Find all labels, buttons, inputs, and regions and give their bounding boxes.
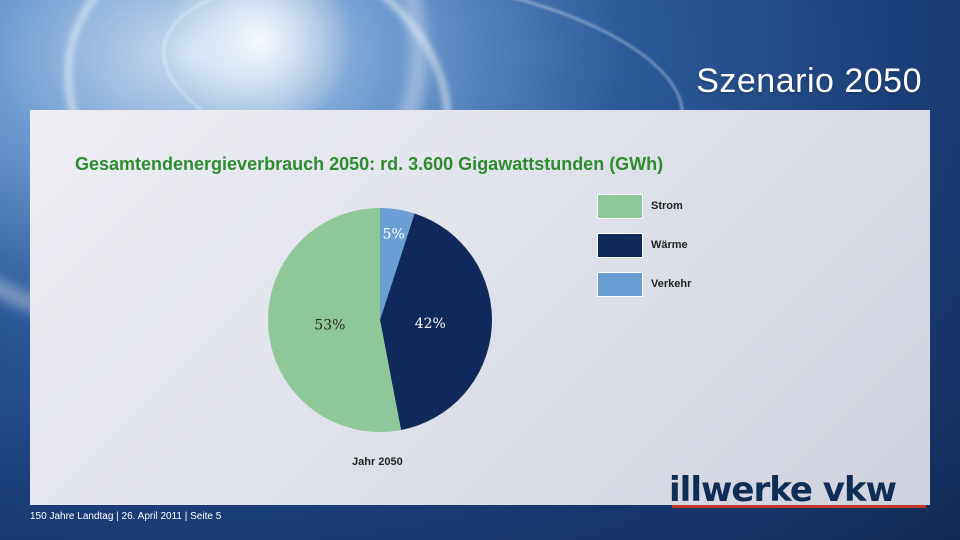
legend-label: Wärme: [651, 239, 688, 251]
pie-slice-strom: [268, 208, 401, 432]
pie-data-label: 5%: [383, 227, 405, 243]
pie-slice-verkehr: [380, 208, 415, 320]
logo-underline: [672, 505, 926, 508]
legend-item-strom: Strom: [597, 193, 691, 219]
legend-item-verkehr: Verkehr: [597, 271, 691, 297]
legend-item-waerme: Wärme: [597, 232, 691, 258]
legend-label: Verkehr: [651, 278, 692, 290]
legend-swatch: [597, 232, 643, 258]
company-logo: illwerke vkw: [669, 470, 897, 510]
slide-footer: 150 Jahre Landtag | 26. April 2011 | Sei…: [30, 511, 222, 522]
pie-slice-wärme: [380, 213, 493, 431]
chart-xlabel: Jahr 2050: [352, 456, 403, 468]
slide-title: Szenario 2050: [696, 62, 922, 100]
pie-data-label: 42%: [415, 316, 446, 332]
chart-title: Gesamtendenergieverbrauch 2050: rd. 3.60…: [75, 154, 664, 174]
pie-chart: 5% 42% 53%: [268, 208, 493, 432]
pie-data-label: 53%: [314, 318, 345, 334]
legend-label: Strom: [651, 200, 683, 212]
legend-swatch: [597, 271, 643, 297]
background-glow: [150, 0, 370, 120]
legend-swatch: [597, 193, 643, 219]
chart-legend: Strom Wärme Verkehr: [597, 193, 691, 310]
